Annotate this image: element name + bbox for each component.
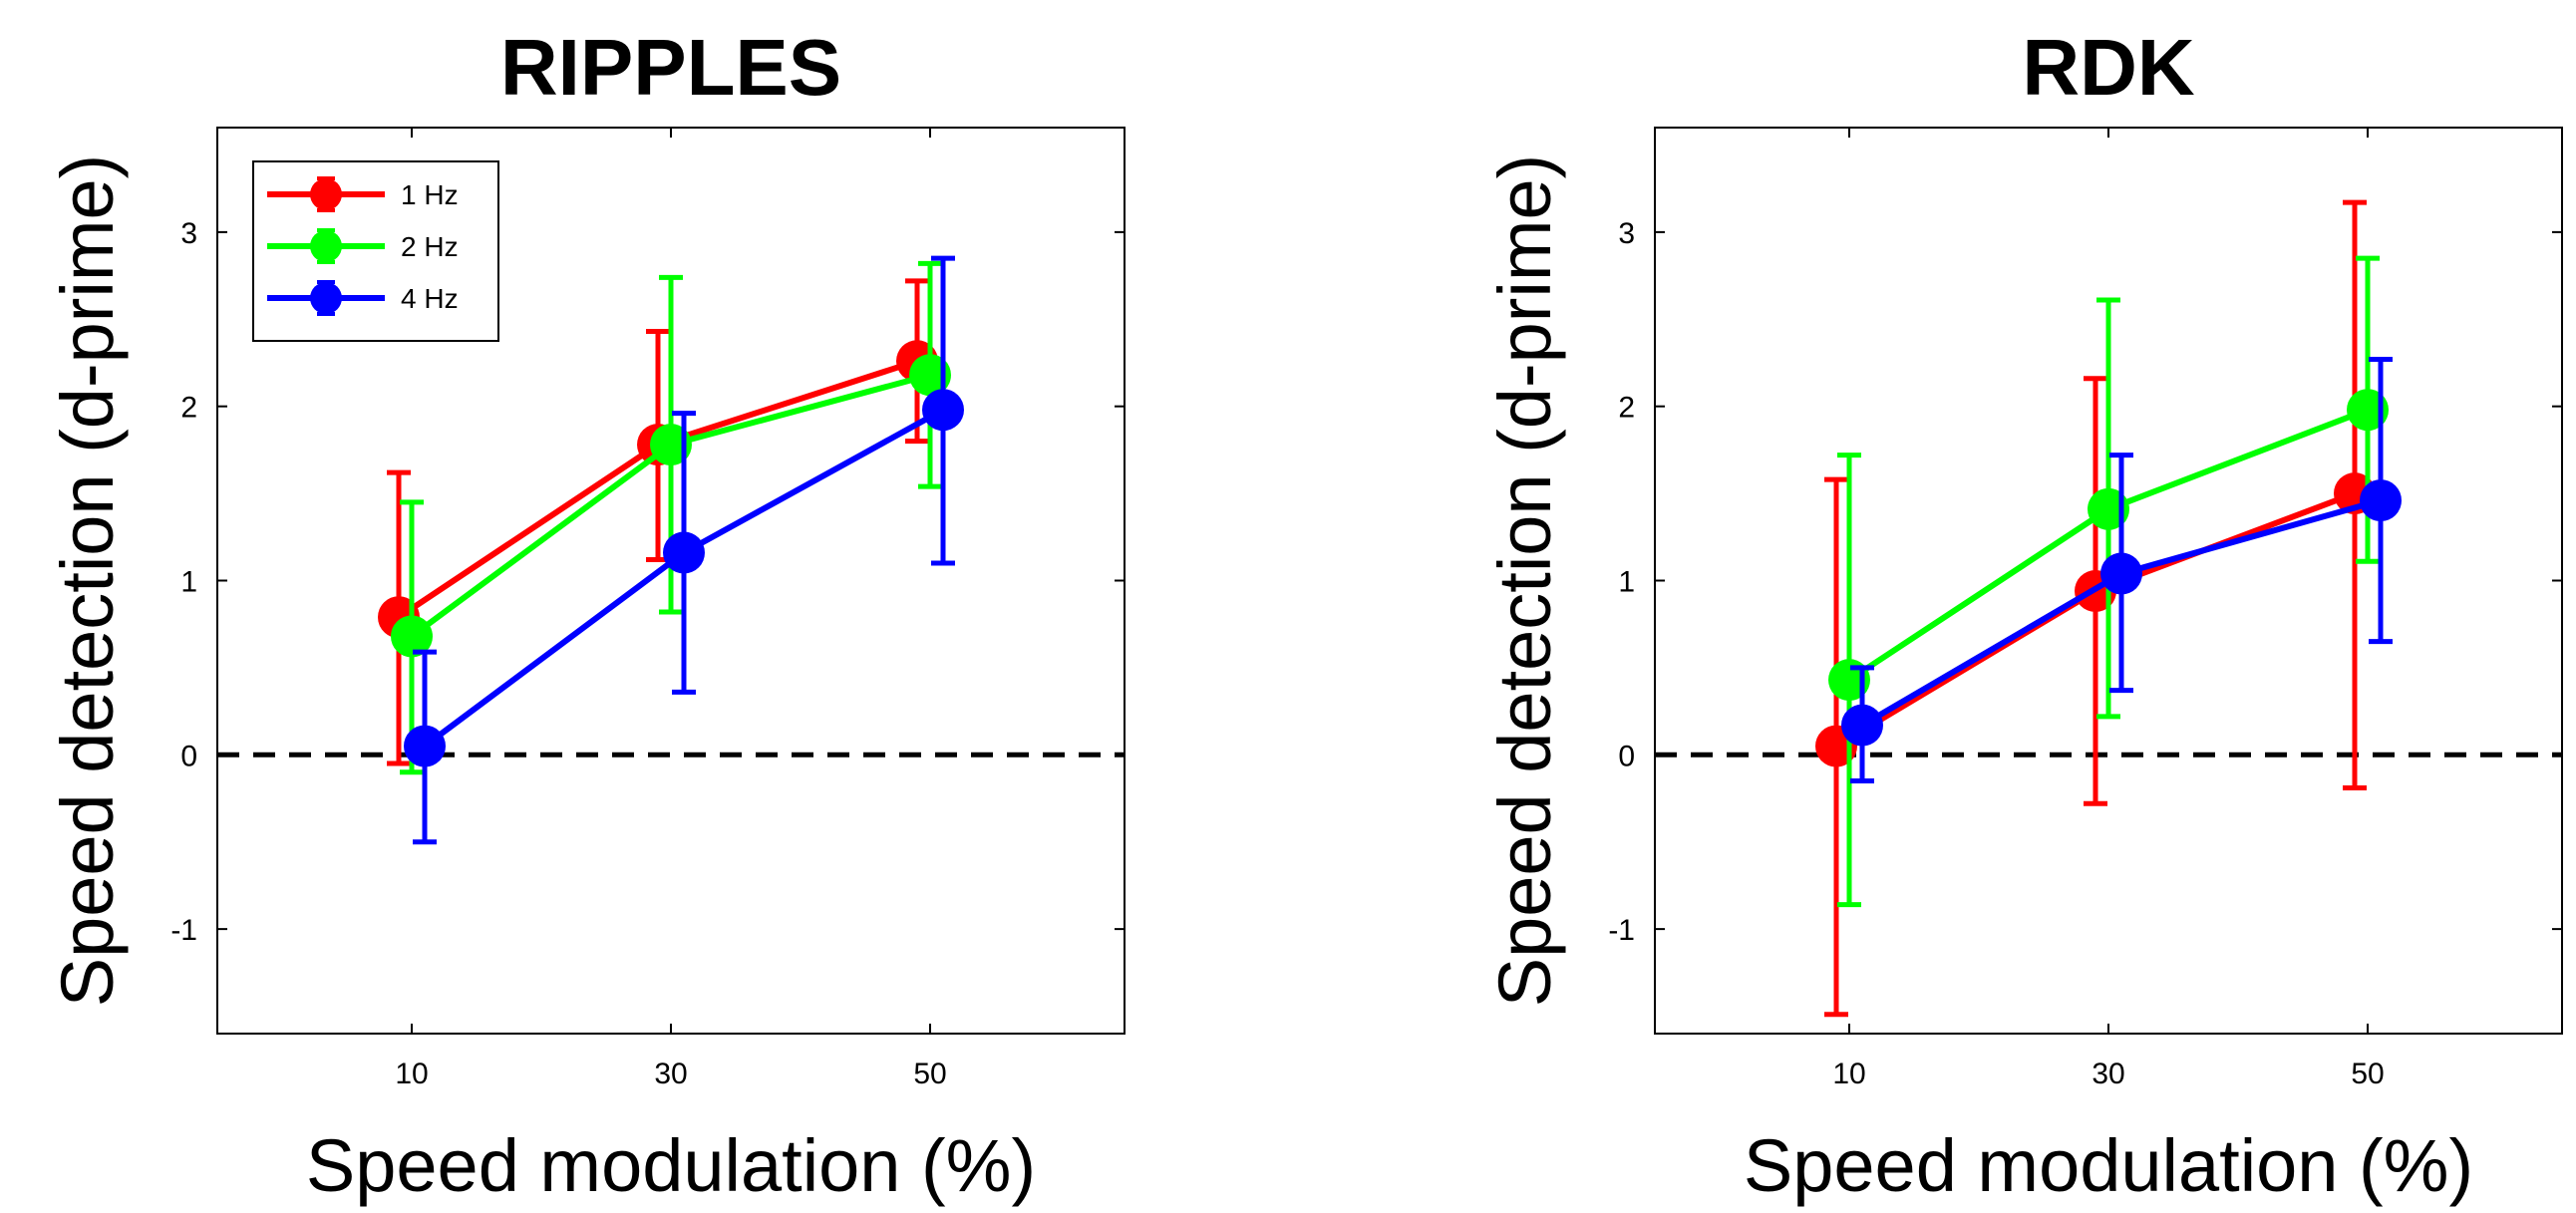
- x-tick-label: 30: [2092, 1058, 2124, 1090]
- data-point: [2100, 552, 2142, 595]
- x-tick-label: 50: [913, 1058, 946, 1090]
- legend-label: 1 Hz: [401, 179, 459, 210]
- y-axis-label: Speed detection (d-prime): [1483, 154, 1566, 1008]
- data-point: [1841, 704, 1883, 747]
- legend-marker: [310, 178, 342, 210]
- series-1-hz: [378, 278, 938, 766]
- x-tick-label: 10: [1832, 1058, 1865, 1090]
- x-tick-label: 50: [2351, 1058, 2384, 1090]
- y-tick-label: 1: [180, 566, 197, 599]
- y-tick-label: 3: [180, 217, 197, 250]
- legend: 1 Hz 2 Hz 4 Hz: [252, 160, 499, 342]
- series-4-hz: [404, 255, 964, 845]
- data-point: [2360, 479, 2402, 522]
- y-tick-label: -1: [170, 914, 197, 947]
- panel-0: RIPPLES -1 0 1 2 3 10 30 50 Speed modulation (%) S…: [46, 23, 1126, 1207]
- y-axis-label: Speed detection (d-prime): [46, 154, 129, 1008]
- x-tick-label: 30: [654, 1058, 687, 1090]
- y-tick-label: 2: [1618, 392, 1635, 425]
- data-point: [391, 615, 433, 658]
- y-tick-label: 1: [1618, 566, 1635, 599]
- series-2-hz: [391, 260, 951, 775]
- y-tick-label: 2: [180, 392, 197, 425]
- x-axis-label: Speed modulation (%): [306, 1124, 1036, 1207]
- x-axis-label: Speed modulation (%): [1744, 1124, 2473, 1207]
- series-4-hz: [1841, 356, 2402, 784]
- series-1-hz: [1815, 199, 2376, 1018]
- y-tick-label: 3: [1618, 217, 1635, 250]
- y-tick-label: 0: [180, 740, 197, 772]
- legend-box: [252, 160, 499, 342]
- legend-marker: [310, 230, 342, 262]
- legend-label: 4 Hz: [401, 283, 459, 314]
- legend-marker: [310, 282, 342, 314]
- data-point: [404, 725, 446, 767]
- legend-label: 2 Hz: [401, 231, 459, 262]
- chart-title: RDK: [2022, 23, 2195, 112]
- y-tick-label: 0: [1618, 740, 1635, 772]
- data-point: [922, 389, 964, 432]
- y-tick-label: -1: [1608, 914, 1635, 947]
- x-tick-label: 10: [395, 1058, 428, 1090]
- chart-title: RIPPLES: [500, 23, 841, 112]
- data-point: [663, 531, 705, 574]
- panel-1: RDK -1 0 1 2 3 10 30 50 Speed modulation (%) Speed…: [1483, 23, 2563, 1207]
